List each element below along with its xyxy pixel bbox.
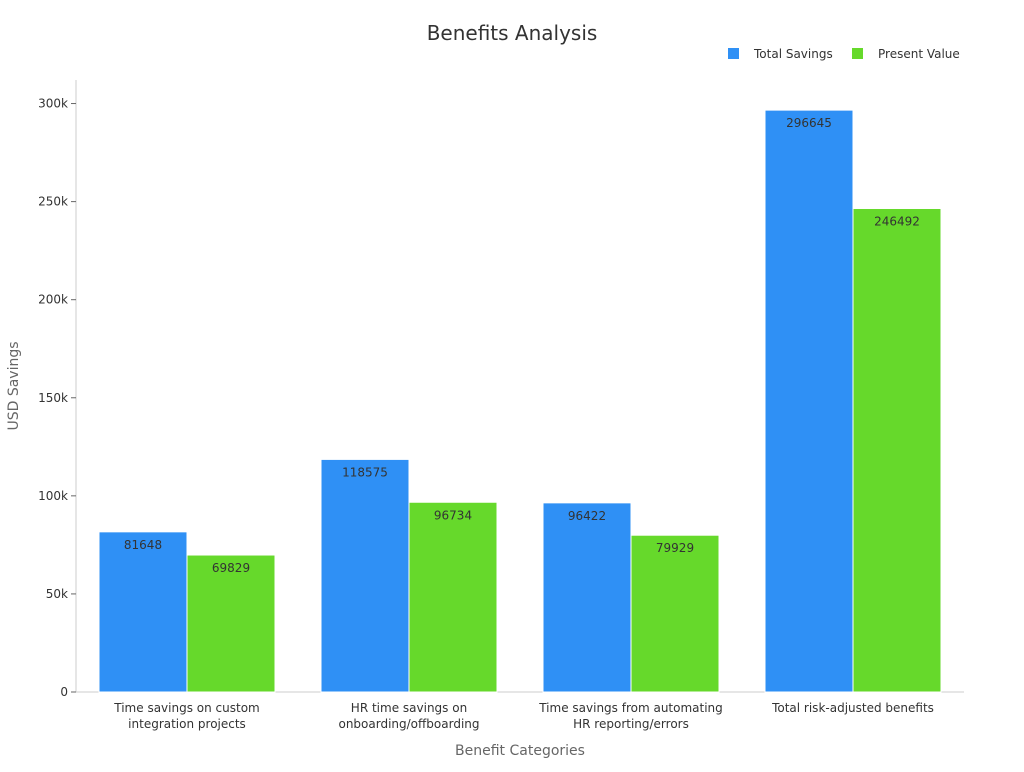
bars xyxy=(98,109,942,693)
y-tick-label: 0 xyxy=(60,685,68,699)
y-axis-title: USD Savings xyxy=(6,341,22,430)
data-label: 246492 xyxy=(874,214,920,228)
x-axis: Time savings on custom integration projec… xyxy=(113,701,934,731)
legend-swatch xyxy=(728,48,739,59)
legend: Total Savings Present Value xyxy=(728,47,960,61)
x-axis-title: Benefit Categories xyxy=(455,743,585,759)
data-labels: 81648 69829 118575 96734 96422 79929 296645 246… xyxy=(124,116,920,575)
legend-label: Present Value xyxy=(878,47,960,61)
y-tick-label: 200k xyxy=(38,293,68,307)
x-tick-label: Total risk-adjusted benefits xyxy=(771,701,934,715)
y-tick-label: 150k xyxy=(38,391,68,405)
y-tick-label: 300k xyxy=(38,97,68,111)
bar-present-value xyxy=(630,534,720,693)
x-tick-label: HR reporting/errors xyxy=(573,717,689,731)
y-axis: 0 50k 100k 150k 200k 250k 300k xyxy=(38,97,76,699)
bar-total-savings xyxy=(542,502,632,693)
x-tick-label: Time savings on custom xyxy=(113,701,259,715)
y-tick-label: 100k xyxy=(38,489,68,503)
data-label: 81648 xyxy=(124,538,162,552)
legend-swatch xyxy=(852,48,863,59)
data-label: 296645 xyxy=(786,116,832,130)
x-tick-label: onboarding/offboarding xyxy=(338,717,479,731)
bar-total-savings xyxy=(764,109,854,693)
x-tick-label: Time savings from automating xyxy=(538,701,723,715)
x-tick-label: HR time savings on xyxy=(351,701,467,715)
y-tick-label: 250k xyxy=(38,195,68,209)
x-tick-label: integration projects xyxy=(128,717,246,731)
data-label: 96422 xyxy=(568,509,606,523)
chart-title: Benefits Analysis xyxy=(427,21,598,45)
bar-present-value xyxy=(852,207,942,693)
y-tick-label: 50k xyxy=(46,587,68,601)
data-label: 118575 xyxy=(342,465,388,479)
data-label: 79929 xyxy=(656,541,694,555)
bar-total-savings xyxy=(98,531,188,693)
data-label: 96734 xyxy=(434,508,472,522)
bar-present-value xyxy=(186,554,276,693)
legend-label: Total Savings xyxy=(753,47,833,61)
bar-total-savings xyxy=(320,458,410,693)
data-label: 69829 xyxy=(212,561,250,575)
bar-present-value xyxy=(408,501,498,693)
